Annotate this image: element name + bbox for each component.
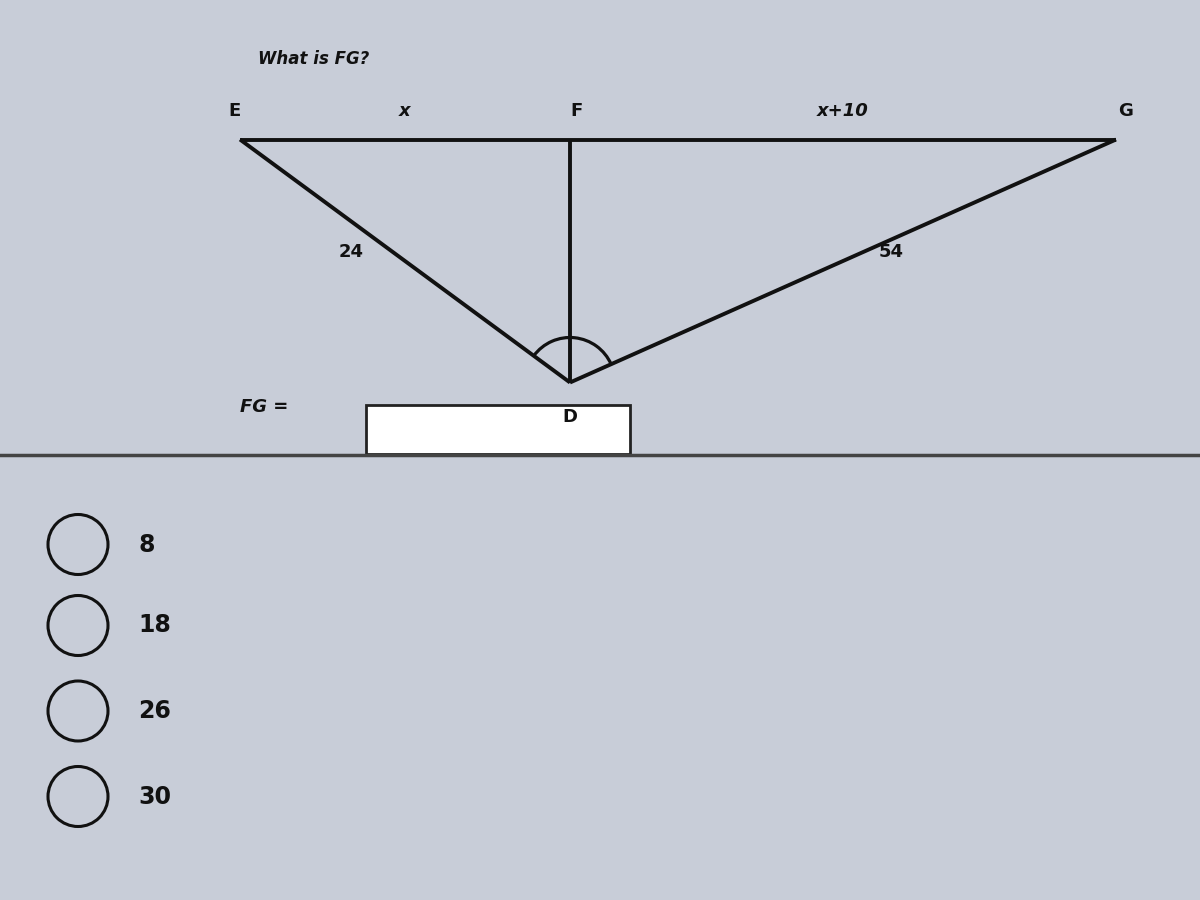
Text: 24: 24 [338,243,364,261]
Bar [366,405,630,454]
Text: x: x [400,102,410,120]
Text: E: E [228,102,240,120]
Text: 30: 30 [138,785,172,808]
Text: What is FG?: What is FG? [258,50,370,68]
Text: FG =: FG = [240,398,288,416]
Text: 26: 26 [138,699,170,723]
Text: 54: 54 [878,243,904,261]
Text: x+10: x+10 [817,102,869,120]
Text: 18: 18 [138,614,170,637]
Text: G: G [1118,102,1133,120]
Text: D: D [563,408,577,426]
Text: 8: 8 [138,533,155,556]
Text: F: F [570,102,582,120]
